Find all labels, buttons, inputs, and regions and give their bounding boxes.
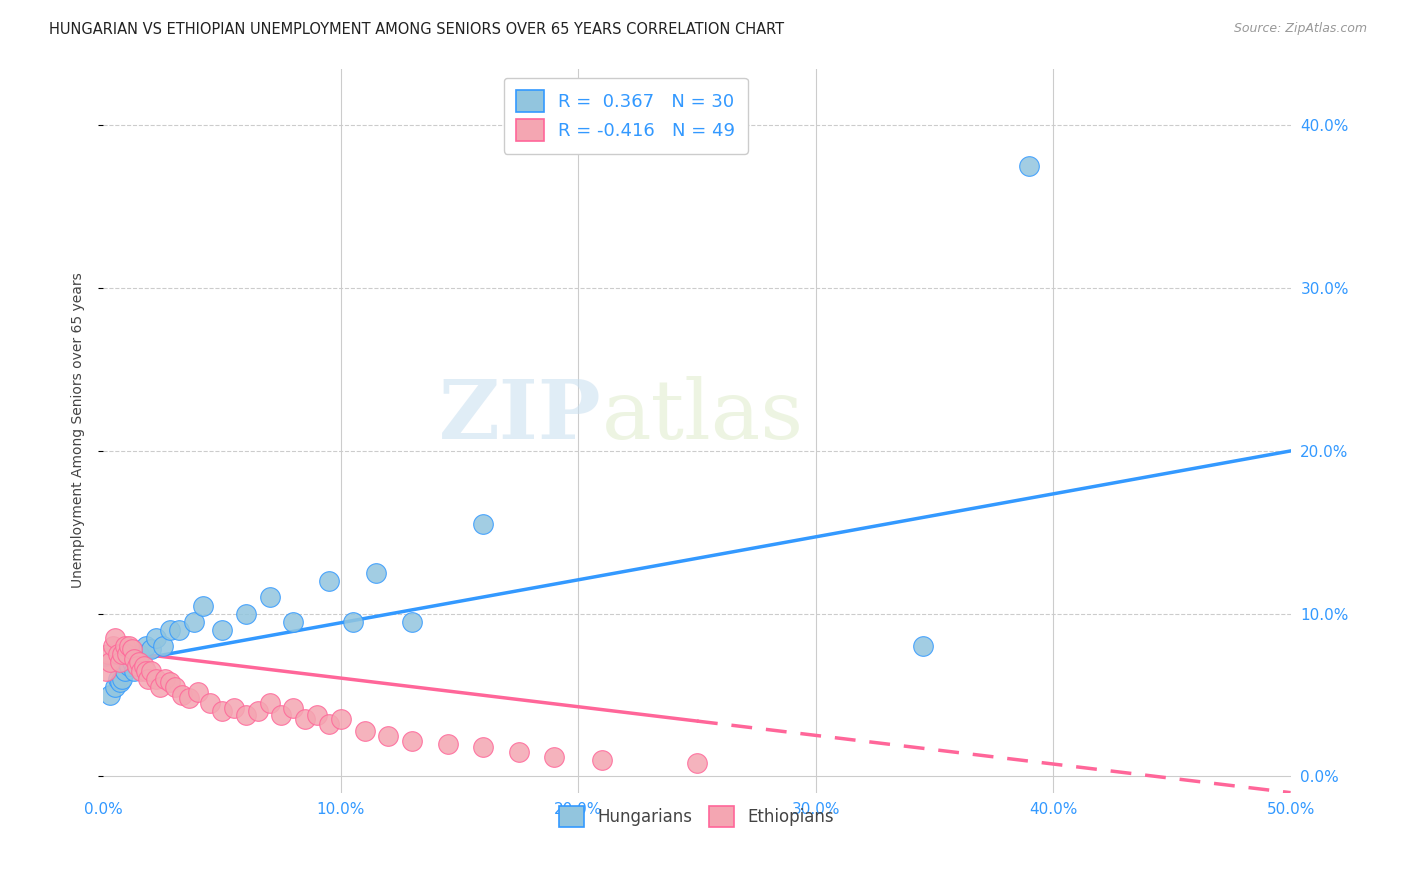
Point (94, 664, 117, 678)
Point (118, 658, 141, 673)
Legend: Hungarians, Ethiopians: Hungarians, Ethiopians (551, 798, 842, 835)
Point (401, 615, 423, 629)
Point (122, 652, 145, 666)
Point (125, 658, 148, 673)
Point (121, 642, 143, 657)
Point (97, 648, 120, 662)
Point (353, 723, 375, 738)
Point (305, 707, 328, 722)
Point (159, 623, 181, 637)
Point (145, 631, 167, 645)
Point (211, 623, 233, 637)
Point (366, 566, 388, 580)
Point (342, 615, 364, 629)
Point (169, 623, 191, 637)
Point (235, 707, 257, 722)
Point (159, 675, 181, 690)
Point (115, 656, 138, 670)
Point (107, 648, 129, 662)
Point (472, 517, 495, 532)
Point (259, 696, 281, 710)
Point (118, 639, 141, 653)
Point (222, 701, 245, 715)
Text: HUNGARIAN VS ETHIOPIAN UNEMPLOYMENT AMONG SENIORS OVER 65 YEARS CORRELATION CHAR: HUNGARIAN VS ETHIOPIAN UNEMPLOYMENT AMON… (49, 22, 785, 37)
Point (543, 749, 565, 764)
Point (329, 713, 352, 727)
Point (128, 656, 150, 670)
Point (294, 713, 316, 727)
Point (108, 675, 131, 690)
Point (135, 639, 157, 653)
Point (139, 642, 162, 657)
Point (283, 701, 305, 715)
Point (911, 639, 934, 653)
Point (135, 664, 157, 678)
Point (401, 733, 423, 747)
Point (129, 664, 152, 678)
Point (132, 658, 155, 673)
Point (138, 672, 160, 686)
Point (163, 680, 186, 694)
Point (177, 691, 200, 706)
Point (107, 672, 129, 686)
Point (187, 685, 209, 699)
Text: atlas: atlas (602, 376, 804, 456)
Point (111, 648, 134, 662)
Point (114, 664, 136, 678)
Point (246, 704, 269, 718)
Point (153, 672, 176, 686)
Point (121, 656, 143, 670)
Point (149, 680, 172, 694)
Point (259, 591, 281, 605)
Point (211, 704, 233, 718)
Point (108, 656, 131, 670)
Point (508, 745, 530, 759)
Point (152, 639, 174, 653)
Point (128, 648, 150, 662)
Point (122, 664, 145, 678)
Point (100, 656, 122, 670)
Text: ZIP: ZIP (439, 376, 602, 456)
Point (170, 688, 193, 702)
Point (472, 740, 495, 755)
Point (104, 680, 127, 694)
Point (318, 574, 340, 588)
Point (139, 664, 162, 678)
Point (1018, 159, 1040, 173)
Point (100, 688, 122, 702)
Point (270, 707, 292, 722)
Point (686, 756, 709, 771)
Point (115, 648, 138, 662)
Point (114, 639, 136, 653)
Point (191, 599, 214, 613)
Point (145, 672, 167, 686)
Point (101, 639, 124, 653)
Y-axis label: Unemployment Among Seniors over 65 years: Unemployment Among Seniors over 65 years (72, 273, 86, 589)
Point (436, 737, 458, 751)
Point (377, 729, 399, 743)
Point (183, 615, 205, 629)
Point (198, 696, 221, 710)
Point (591, 753, 613, 767)
Point (104, 631, 127, 645)
Text: Source: ZipAtlas.com: Source: ZipAtlas.com (1233, 22, 1367, 36)
Point (235, 607, 257, 621)
Point (283, 615, 305, 629)
Point (318, 717, 340, 731)
Point (111, 672, 134, 686)
